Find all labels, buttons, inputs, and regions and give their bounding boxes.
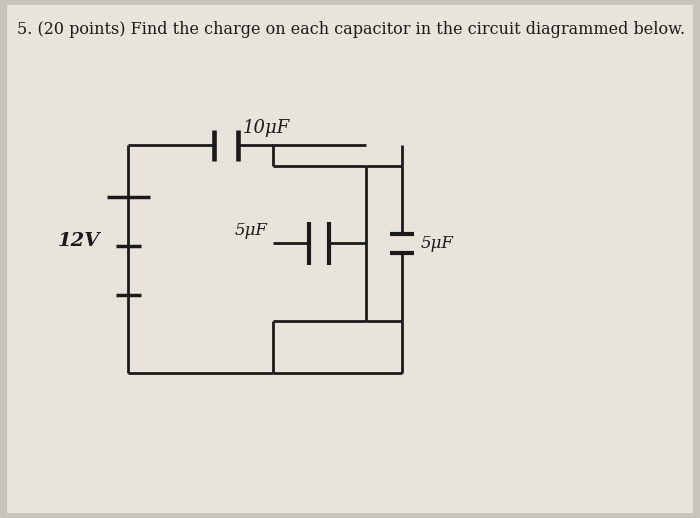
Text: 5μF: 5μF <box>420 235 453 252</box>
Text: 10μF: 10μF <box>243 119 290 137</box>
Text: 5μF: 5μF <box>235 222 268 239</box>
Text: 5. (20 points) Find the charge on each capacitor in the circuit diagrammed below: 5. (20 points) Find the charge on each c… <box>17 21 685 38</box>
Text: 12V: 12V <box>58 232 101 250</box>
